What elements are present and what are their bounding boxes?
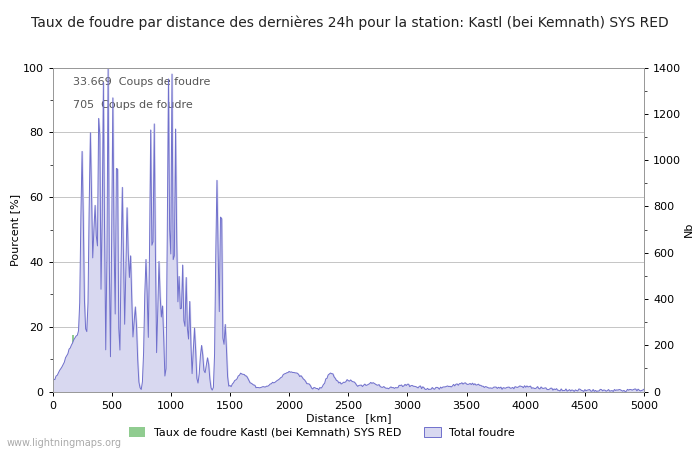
Bar	[136, 388, 137, 392]
Bar	[77, 372, 78, 392]
Bar	[135, 389, 136, 392]
Bar	[96, 374, 97, 392]
Text: 33.669  Coups de foudre: 33.669 Coups de foudre	[74, 77, 211, 87]
Bar	[151, 382, 153, 392]
Bar	[79, 370, 81, 392]
Bar	[98, 382, 99, 392]
Text: Taux de foudre par distance des dernières 24h pour la station: Kastl (bei Kemnat: Taux de foudre par distance des dernière…	[31, 16, 669, 30]
Bar	[149, 385, 150, 392]
Y-axis label: Pourcent [%]: Pourcent [%]	[10, 194, 20, 266]
Bar	[144, 386, 145, 392]
X-axis label: Distance   [km]: Distance [km]	[305, 413, 391, 423]
Bar	[92, 385, 93, 392]
Bar	[167, 389, 168, 392]
Bar	[97, 374, 98, 392]
Bar	[139, 388, 141, 392]
Bar	[67, 389, 69, 392]
Bar	[137, 386, 138, 392]
Bar	[84, 377, 85, 392]
Bar	[71, 351, 72, 392]
Bar	[78, 368, 79, 392]
Bar	[130, 386, 131, 391]
Bar	[113, 377, 115, 392]
Bar	[158, 382, 160, 392]
Bar	[101, 386, 102, 391]
Bar	[74, 350, 76, 392]
Bar	[110, 385, 111, 392]
Legend: Taux de foudre Kastl (bei Kemnath) SYS RED, Total foudre: Taux de foudre Kastl (bei Kemnath) SYS R…	[125, 423, 519, 442]
Bar	[168, 387, 169, 392]
Bar	[105, 388, 106, 392]
Bar	[106, 385, 107, 392]
Bar	[80, 380, 81, 392]
Y-axis label: Nb: Nb	[684, 222, 694, 237]
Bar	[66, 391, 67, 392]
Bar	[169, 382, 170, 392]
Bar	[154, 382, 155, 392]
Bar	[177, 387, 178, 392]
Bar	[103, 382, 104, 392]
Bar	[70, 370, 71, 392]
Bar	[150, 387, 151, 392]
Bar	[86, 383, 88, 392]
Bar	[143, 390, 144, 392]
Bar	[93, 387, 95, 392]
Bar	[102, 382, 103, 392]
Text: www.lightningmaps.org: www.lightningmaps.org	[7, 438, 122, 448]
Bar	[125, 377, 126, 392]
Bar	[83, 383, 84, 392]
Bar	[117, 388, 118, 392]
Bar	[162, 389, 163, 392]
Bar	[155, 387, 156, 392]
Bar	[115, 377, 116, 392]
Bar	[173, 387, 174, 392]
Bar	[124, 383, 125, 392]
Bar	[163, 387, 164, 392]
Bar	[164, 385, 165, 392]
Bar	[170, 378, 172, 392]
Bar	[147, 372, 148, 392]
Bar	[90, 379, 91, 392]
Bar	[132, 382, 134, 392]
Bar	[156, 388, 157, 392]
Bar	[99, 387, 100, 392]
Bar	[111, 387, 112, 392]
Bar	[175, 387, 176, 392]
Bar	[129, 388, 130, 392]
Bar	[178, 390, 180, 392]
Bar	[120, 382, 122, 392]
Bar	[161, 388, 162, 392]
Bar	[174, 389, 175, 392]
Bar	[176, 385, 177, 392]
Bar	[85, 377, 86, 392]
Bar	[118, 386, 119, 391]
Bar	[108, 379, 110, 392]
Bar	[123, 388, 124, 392]
Bar	[166, 387, 167, 392]
Bar	[94, 382, 96, 392]
Text: 705  Coups de foudre: 705 Coups de foudre	[74, 100, 193, 110]
Bar	[104, 387, 105, 392]
Bar	[91, 379, 92, 392]
Bar	[89, 385, 90, 392]
Bar	[82, 386, 83, 392]
Bar	[148, 377, 149, 392]
Bar	[72, 335, 73, 392]
Bar	[127, 383, 129, 392]
Bar	[116, 383, 117, 392]
